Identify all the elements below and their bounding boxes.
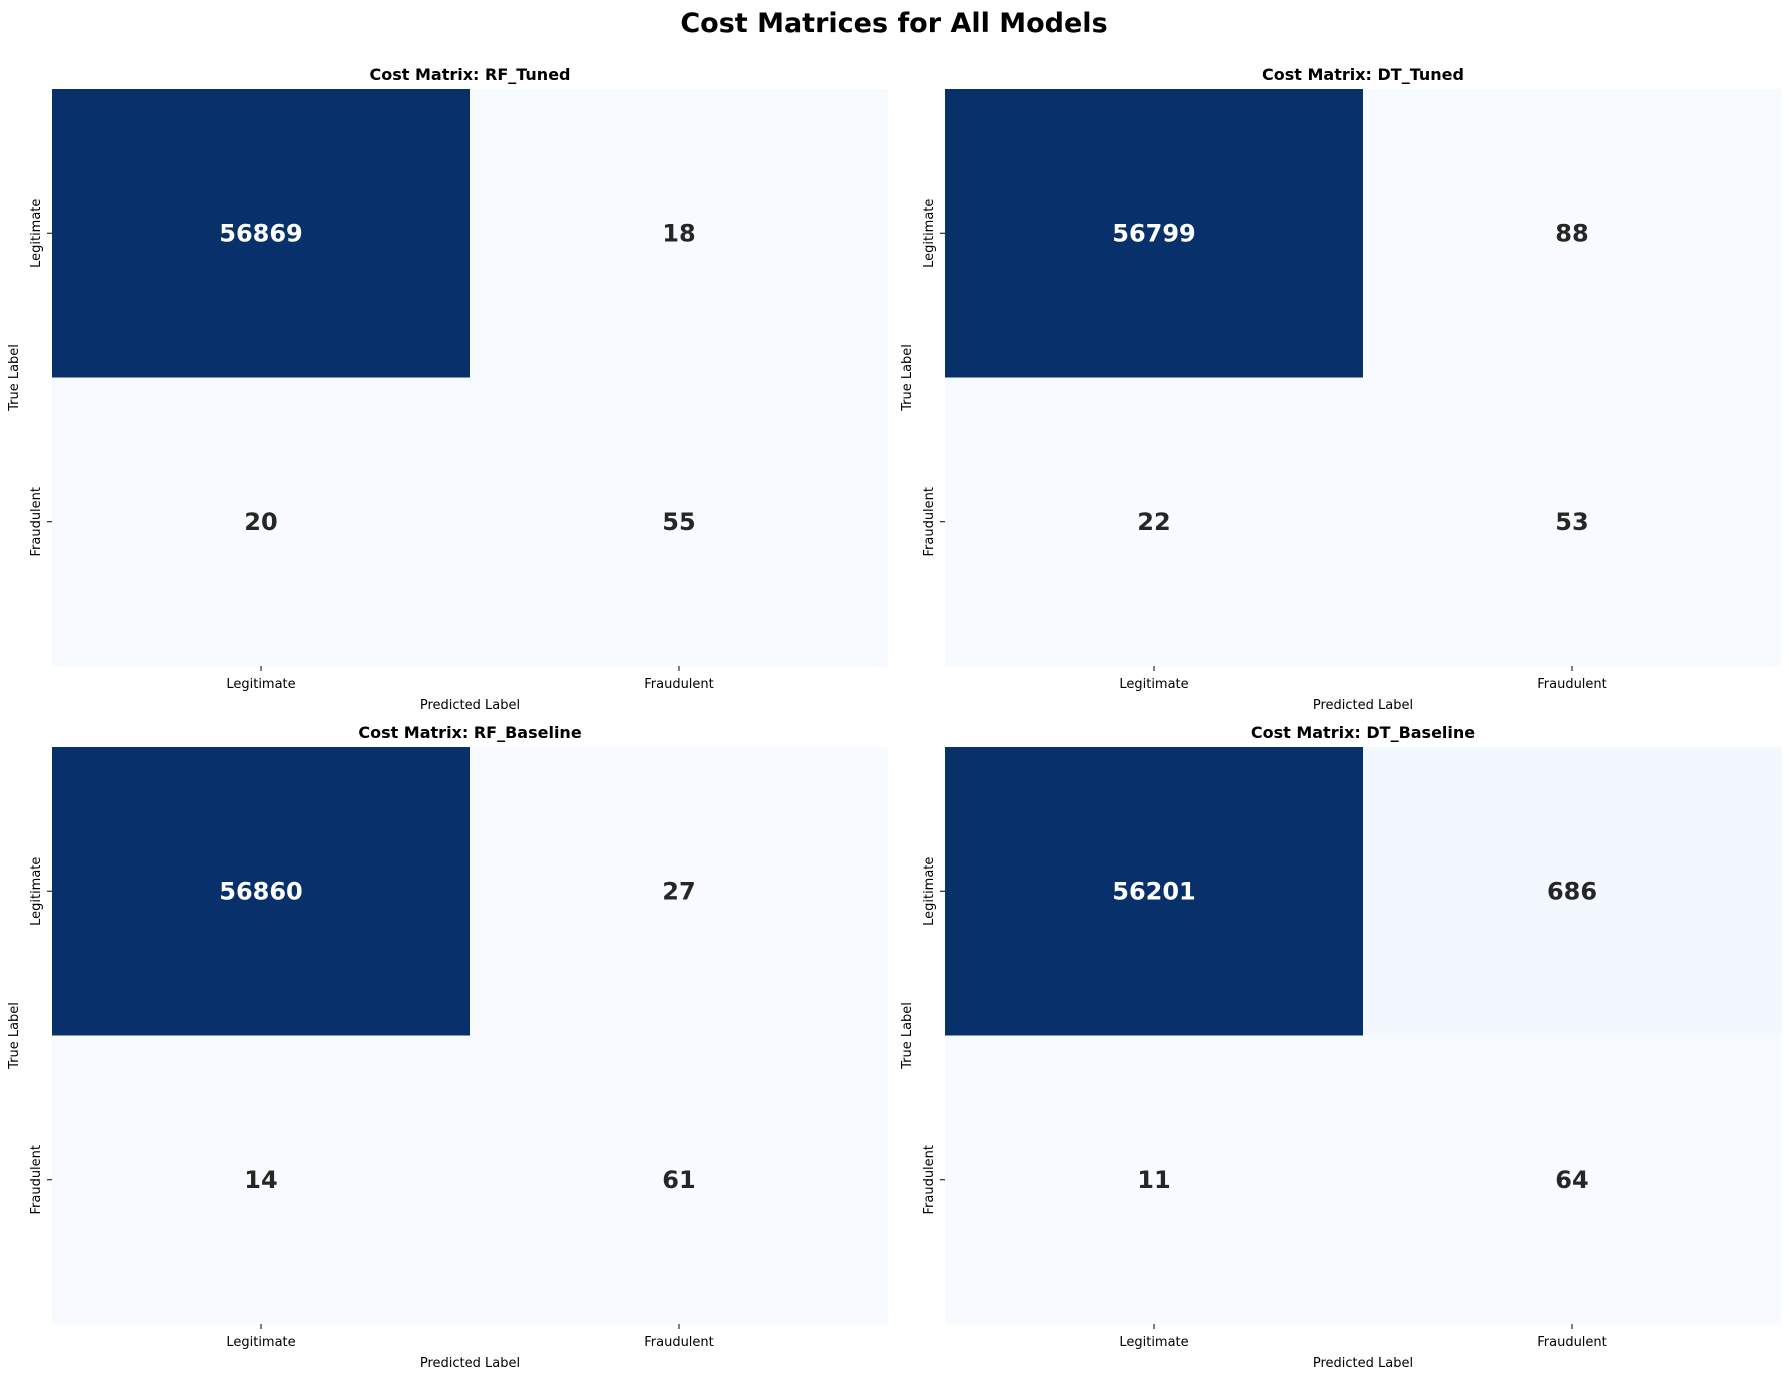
heatmap-panel-2: Cost Matrix: DT_Tuned 56799 88 22 53 Legitima… bbox=[900, 65, 1782, 713]
heatmap-panel-4: Cost Matrix: DT_Baseline 56201 686 11 64 Legi… bbox=[900, 723, 1782, 1371]
y-axis-label: True Label bbox=[900, 344, 915, 412]
y-tick-label: Fraudulent bbox=[29, 1145, 44, 1215]
y-axis-label: True Label bbox=[7, 1002, 22, 1070]
panel-title: Cost Matrix: DT_Tuned bbox=[1262, 65, 1464, 84]
heatmap-cell bbox=[1363, 377, 1782, 667]
cell-value-label: 53 bbox=[1555, 508, 1588, 536]
heatmap-cell bbox=[1363, 747, 1782, 1036]
x-axis-label: Predicted Label bbox=[1313, 1356, 1413, 1371]
heatmap-cell bbox=[470, 747, 889, 1036]
x-axis-label: Predicted Label bbox=[420, 698, 520, 713]
cell-value-label: 56860 bbox=[219, 877, 303, 905]
cell-value-label: 88 bbox=[1555, 219, 1588, 247]
y-tick-label: Fraudulent bbox=[29, 487, 44, 557]
cell-value-label: 14 bbox=[244, 1166, 277, 1194]
heatmap-cell bbox=[1363, 89, 1782, 378]
x-tick-label: Fraudulent bbox=[1537, 677, 1607, 692]
heatmap-cell bbox=[945, 377, 1364, 667]
cell-value-label: 56201 bbox=[1112, 877, 1196, 905]
x-tick-label: Legitimate bbox=[1119, 677, 1188, 692]
heatmap-cell bbox=[52, 377, 471, 667]
x-tick-label: Legitimate bbox=[226, 1335, 295, 1350]
cell-value-label: 64 bbox=[1555, 1166, 1588, 1194]
x-axis-label: Predicted Label bbox=[1313, 698, 1413, 713]
cell-value-label: 18 bbox=[662, 219, 695, 247]
x-axis-label: Predicted Label bbox=[420, 1356, 520, 1371]
heatmap-cell bbox=[52, 1035, 471, 1325]
y-tick-label: Legitimate bbox=[29, 857, 44, 926]
cell-value-label: 20 bbox=[244, 508, 277, 536]
panel-title: Cost Matrix: RF_Baseline bbox=[358, 723, 581, 742]
heatmap-cell bbox=[470, 377, 889, 667]
y-axis-label: True Label bbox=[900, 1002, 915, 1070]
panel-title: Cost Matrix: DT_Baseline bbox=[1251, 723, 1475, 742]
heatmap-panels: Cost Matrix: RF_Tuned 56869 18 20 55 Legitima… bbox=[7, 65, 1782, 1371]
y-tick-label: Fraudulent bbox=[922, 487, 937, 557]
heatmap-cell bbox=[470, 1035, 889, 1325]
heatmap-cell bbox=[945, 747, 1364, 1036]
cell-value-label: 686 bbox=[1547, 877, 1597, 905]
y-tick-label: Fraudulent bbox=[922, 1145, 937, 1215]
cell-value-label: 56869 bbox=[219, 219, 303, 247]
cell-value-label: 61 bbox=[662, 1166, 695, 1194]
x-tick-label: Legitimate bbox=[1119, 1335, 1188, 1350]
cell-value-label: 55 bbox=[662, 508, 695, 536]
cell-value-label: 22 bbox=[1137, 508, 1170, 536]
y-tick-label: Legitimate bbox=[922, 857, 937, 926]
heatmap-cell bbox=[470, 89, 889, 378]
x-tick-label: Fraudulent bbox=[1537, 1335, 1607, 1350]
heatmap-panel-1: Cost Matrix: RF_Tuned 56869 18 20 55 Legitima… bbox=[7, 65, 889, 713]
cell-value-label: 27 bbox=[662, 877, 695, 905]
x-tick-label: Fraudulent bbox=[644, 677, 714, 692]
heatmap-cell bbox=[52, 747, 471, 1036]
x-tick-label: Fraudulent bbox=[644, 1335, 714, 1350]
figure-title: Cost Matrices for All Models bbox=[680, 8, 1107, 39]
panel-title: Cost Matrix: RF_Tuned bbox=[370, 65, 571, 84]
cell-value-label: 11 bbox=[1137, 1166, 1170, 1194]
heatmap-panel-3: Cost Matrix: RF_Baseline 56860 27 14 61 Legit… bbox=[7, 723, 889, 1371]
x-tick-label: Legitimate bbox=[226, 677, 295, 692]
y-axis-label: True Label bbox=[7, 344, 22, 412]
heatmap-cell bbox=[945, 89, 1364, 378]
heatmap-cell bbox=[52, 89, 471, 378]
y-tick-label: Legitimate bbox=[29, 199, 44, 268]
y-tick-label: Legitimate bbox=[922, 199, 937, 268]
cell-value-label: 56799 bbox=[1112, 219, 1196, 247]
heatmap-cell bbox=[1363, 1035, 1782, 1325]
heatmap-cell bbox=[945, 1035, 1364, 1325]
